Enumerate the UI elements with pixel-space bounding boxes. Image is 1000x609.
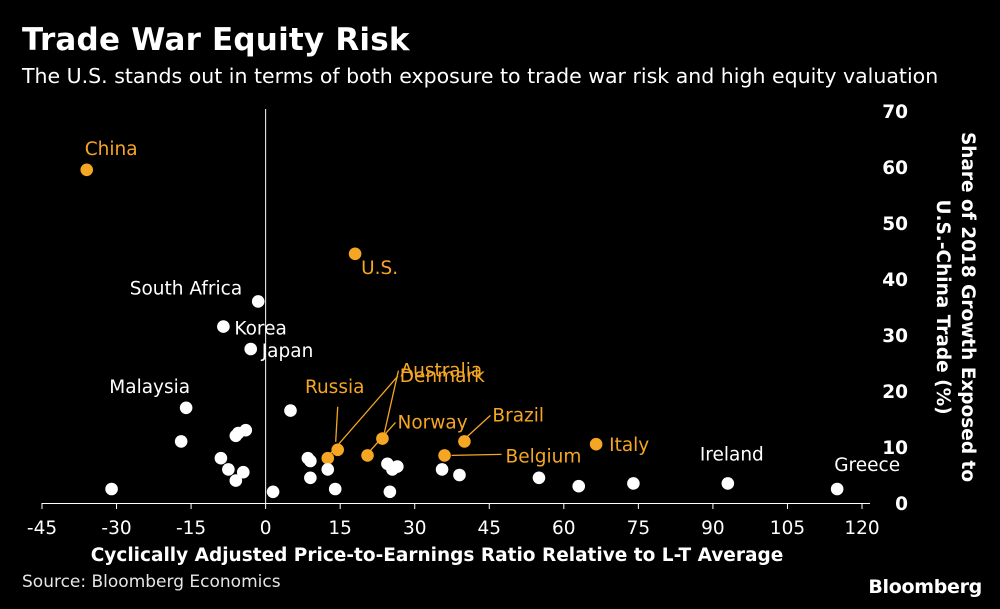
point-label: China [85,139,138,160]
scatter-point [453,468,466,482]
leader-line [335,406,339,442]
x-tick-label: 75 [627,518,651,539]
scatter-point [304,471,317,485]
x-tick-label: 105 [770,518,805,539]
y-tick-label: 50 [882,214,908,235]
scatter-point [174,435,188,448]
x-tick-label: 90 [701,518,725,539]
x-tick-label: -30 [101,518,131,539]
y-tick-label: 20 [882,382,908,403]
source-note: Source: Bloomberg Economics [22,572,281,592]
scatter-point [236,465,250,479]
x-tick-label: 30 [403,518,427,539]
point-label: U.S. [361,258,398,279]
x-tick-label: 60 [552,518,576,539]
y-axis-label: Share of 2018 Growth Exposed toU.S.-Chin… [932,132,978,482]
point-italy [589,437,603,451]
point-label: Australia [400,361,482,382]
scatter-point [435,463,449,476]
point-u-s [348,247,362,261]
y-tick-label: 70 [882,102,908,123]
x-tick-label: -45 [27,518,57,539]
point-label: Russia [305,377,365,398]
point-greece [830,482,844,496]
point-japan [244,342,258,356]
leader-line [383,370,400,433]
point-malaysia [179,401,193,415]
point-label: Malaysia [109,377,190,398]
point-label: Korea [234,319,286,340]
y-tick-label: 40 [882,270,908,291]
leader-line [451,453,502,457]
scatter-point [532,471,546,485]
point-china [80,163,94,177]
scatter-point [105,482,118,496]
y-tick-label: 60 [882,158,908,179]
y-tick-label: 10 [882,438,908,459]
scatter-point [627,477,640,490]
point-label: Brazil [492,405,544,426]
point-australia [376,432,389,445]
scatter-point [383,485,397,499]
x-tick-label: 0 [260,518,272,539]
y-tick-label: 0 [895,494,908,515]
y-axis-label-line: U.S.-China Trade (%) [932,199,953,414]
point-label: Ireland [700,444,764,465]
point-brazil [458,435,471,448]
scatter-point [266,485,280,499]
scatter-point [304,454,317,468]
brand-logo: Bloomberg [868,576,982,598]
scatter-point [222,463,235,476]
x-axis-label: Cyclically Adjusted Price-to-Earnings Ra… [91,545,784,566]
point-label: Greece [834,455,900,476]
y-tick-label: 30 [882,326,908,347]
scatter-point [239,423,253,437]
chart-subtitle: The U.S. stands out in terms of both exp… [22,64,939,88]
scatter-point [321,463,335,476]
leader-line [330,375,399,454]
x-tick-label: 120 [844,518,879,539]
point-label: South Africa [130,278,242,299]
y-axis-label-line: Share of 2018 Growth Exposed to [957,132,978,482]
point-label: Belgium [506,446,582,467]
point-label: Japan [261,341,314,362]
scatter-point [391,460,404,473]
scatter-point [572,479,586,493]
scatter-point [284,404,297,417]
point-label: Denmark [400,366,485,387]
point-russia [331,443,344,457]
chart-title: Trade War Equity Risk [22,22,410,58]
point-denmark [321,451,335,465]
scatter-point [328,482,342,496]
scatter-point [229,474,243,487]
point-korea [217,320,230,333]
point-belgium [438,449,451,462]
point-south-africa [251,295,265,308]
x-tick-label: 15 [328,518,352,539]
point-ireland [721,477,735,490]
x-tick-label: -15 [176,518,206,539]
x-tick-label: 45 [477,518,501,539]
point-label: Norway [398,412,468,433]
leader-line [466,414,491,437]
point-label: Italy [609,435,649,456]
point-norway [361,449,374,462]
scatter-point [214,451,228,465]
